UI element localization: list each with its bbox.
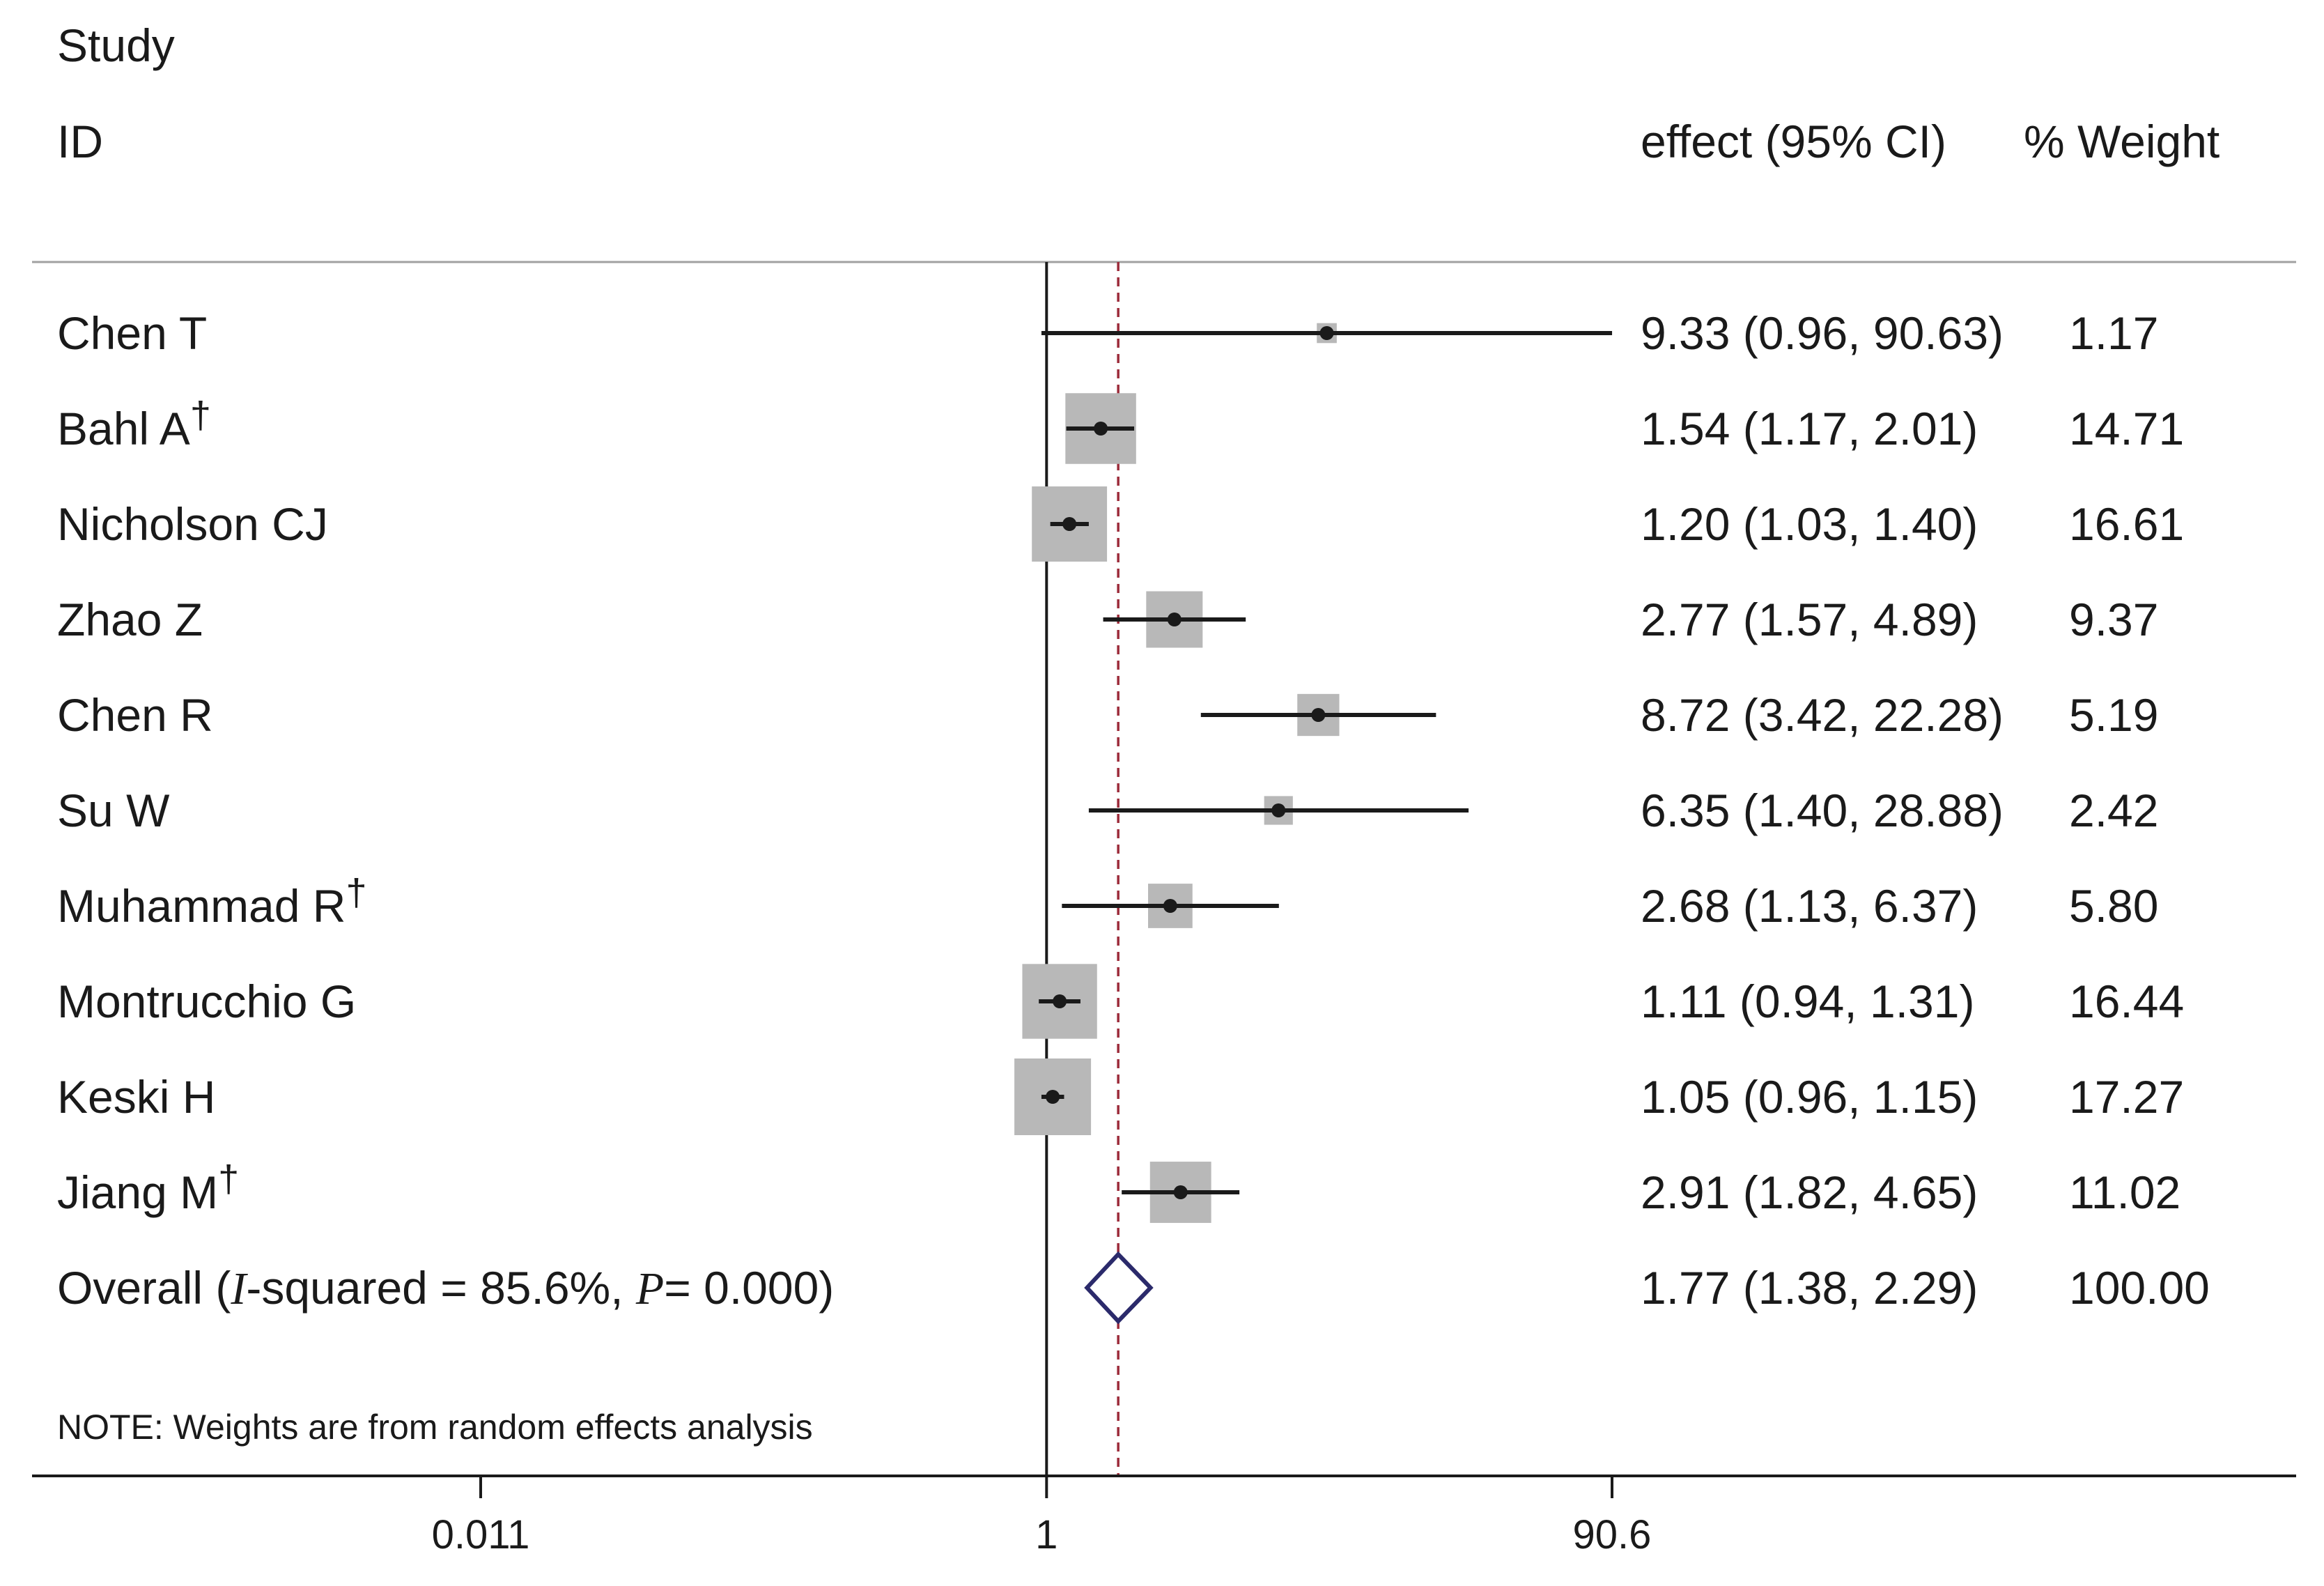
overall-diamond bbox=[1084, 1251, 1154, 1325]
point-estimate bbox=[1173, 1185, 1188, 1199]
x-tick-label: 0.011 bbox=[432, 1512, 530, 1557]
x-tick-label: 1 bbox=[1035, 1512, 1058, 1557]
weight-text: 1.17 bbox=[2069, 307, 2158, 359]
effect-ci-text: 8.72 (3.42, 22.28) bbox=[1641, 689, 2004, 741]
x-tick-label: 90.6 bbox=[1573, 1512, 1652, 1557]
isq-text: -squared = 85.6%, bbox=[246, 1262, 636, 1314]
p-text: = 0.000) bbox=[664, 1262, 834, 1314]
study-label: Jiang M† bbox=[57, 1158, 239, 1218]
study-row: Bahl A† 1.54 (1.17, 2.01) 14.71 bbox=[57, 393, 2184, 464]
point-estimate bbox=[1094, 422, 1108, 436]
point-estimate bbox=[1046, 1090, 1060, 1104]
effect-ci-text: 6.35 (1.40, 28.88) bbox=[1641, 785, 2004, 836]
overall-effect-text: 1.77 (1.38, 2.29) bbox=[1641, 1262, 1978, 1314]
study-label: Muhammad R† bbox=[57, 872, 367, 932]
study-label: Keski H bbox=[57, 1071, 215, 1123]
point-estimate bbox=[1053, 994, 1067, 1008]
dagger-mark: † bbox=[218, 1158, 239, 1200]
weight-text: 14.71 bbox=[2069, 403, 2184, 454]
effect-ci-text: 2.77 (1.57, 4.89) bbox=[1641, 594, 1978, 645]
point-estimate bbox=[1163, 899, 1177, 913]
point-estimate bbox=[1062, 517, 1077, 531]
study-label: Montrucchio G bbox=[57, 976, 356, 1027]
effect-ci-text: 2.68 (1.13, 6.37) bbox=[1641, 880, 1978, 932]
study-label: Su W bbox=[57, 785, 170, 836]
weight-text: 17.27 bbox=[2069, 1071, 2184, 1123]
x-axis: 0.011 1 90.6 bbox=[32, 1475, 2296, 1557]
point-estimate bbox=[1319, 326, 1334, 340]
note-text: NOTE: Weights are from random effects an… bbox=[57, 1408, 813, 1447]
weight-text: 5.19 bbox=[2069, 689, 2158, 741]
weight-text: 2.42 bbox=[2069, 785, 2158, 836]
study-label: Nicholson CJ bbox=[57, 498, 328, 550]
study-row: Su W 6.35 (1.40, 28.88) 2.42 bbox=[57, 785, 2158, 836]
p-symbol: P bbox=[635, 1263, 664, 1314]
header-id: ID bbox=[57, 116, 103, 167]
effect-ci-text: 1.05 (0.96, 1.15) bbox=[1641, 1071, 1978, 1123]
study-label: Chen T bbox=[57, 307, 207, 359]
effect-ci-text: 9.33 (0.96, 90.63) bbox=[1641, 307, 2004, 359]
effect-ci-text: 2.91 (1.82, 4.65) bbox=[1641, 1167, 1978, 1218]
effect-ci-text: 1.54 (1.17, 2.01) bbox=[1641, 403, 1978, 454]
point-estimate bbox=[1271, 803, 1286, 817]
reference-lines bbox=[1045, 262, 1120, 1476]
plot-header: Study ID effect (95% CI) % Weight bbox=[57, 20, 2220, 167]
dagger-mark: † bbox=[346, 872, 366, 914]
header-weight: % Weight bbox=[2024, 116, 2220, 167]
study-row: Jiang M† 2.91 (1.82, 4.65) 11.02 bbox=[57, 1158, 2180, 1223]
study-row: Montrucchio G 1.11 (0.94, 1.31) 16.44 bbox=[57, 964, 2184, 1039]
weight-text: 16.44 bbox=[2069, 976, 2184, 1027]
overall-weight-text: 100.00 bbox=[2069, 1262, 2210, 1314]
effect-ci-text: 1.11 (0.94, 1.31) bbox=[1641, 976, 1974, 1027]
study-rows: Chen T 9.33 (0.96, 90.63) 1.17 Bahl A† 1.54 … bbox=[57, 307, 2184, 1223]
dagger-mark: † bbox=[190, 394, 211, 436]
overall-row: Overall (I-squared = 85.6%, P= 0.000) 1.7… bbox=[57, 1251, 2210, 1325]
overall-label: Overall (I-squared = 85.6%, P= 0.000) bbox=[57, 1262, 834, 1314]
weight-text: 5.80 bbox=[2069, 880, 2158, 932]
study-row: Muhammad R† 2.68 (1.13, 6.37) 5.80 bbox=[57, 872, 2158, 932]
paren-open: ( bbox=[203, 1262, 231, 1314]
study-label: Chen R bbox=[57, 689, 213, 741]
isq-symbol: I bbox=[230, 1263, 248, 1314]
header-study: Study bbox=[57, 20, 175, 71]
study-label: Zhao Z bbox=[57, 594, 203, 645]
point-estimate bbox=[1167, 613, 1182, 626]
study-row: Nicholson CJ 1.20 (1.03, 1.40) 16.61 bbox=[57, 486, 2184, 562]
study-row: Chen T 9.33 (0.96, 90.63) 1.17 bbox=[57, 307, 2158, 359]
overall-word: Overall bbox=[57, 1262, 203, 1314]
study-row: Zhao Z 2.77 (1.57, 4.89) 9.37 bbox=[57, 591, 2158, 648]
weight-text: 16.61 bbox=[2069, 498, 2184, 550]
study-label: Bahl A† bbox=[57, 394, 211, 454]
point-estimate bbox=[1311, 708, 1326, 722]
weight-text: 11.02 bbox=[2069, 1167, 2180, 1218]
weight-text: 9.37 bbox=[2069, 594, 2158, 645]
effect-ci-text: 1.20 (1.03, 1.40) bbox=[1641, 498, 1978, 550]
header-effect: effect (95% CI) bbox=[1641, 116, 1946, 167]
study-row: Chen R 8.72 (3.42, 22.28) 5.19 bbox=[57, 689, 2158, 741]
study-row: Keski H 1.05 (0.96, 1.15) 17.27 bbox=[57, 1058, 2184, 1135]
